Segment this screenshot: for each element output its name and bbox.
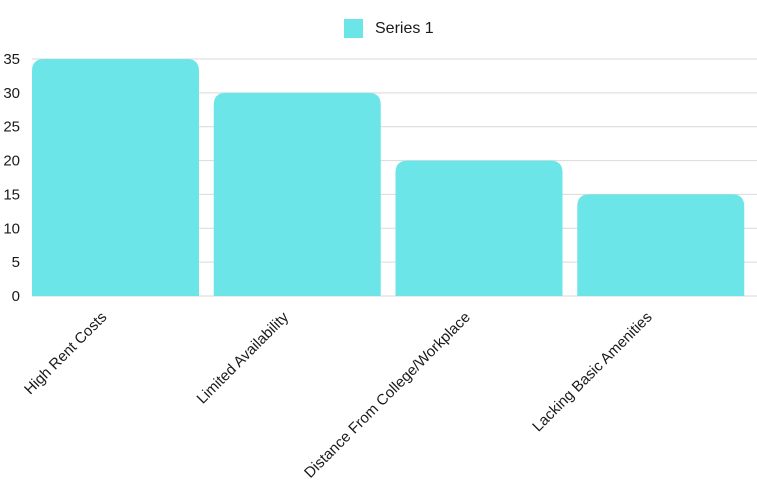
y-tick-label: 15 [3, 186, 20, 203]
bar-3 [577, 194, 745, 296]
x-category-label: Distance From College/Workplace [301, 309, 474, 482]
bar-1 [213, 92, 381, 296]
y-tick-label: 5 [12, 254, 20, 271]
y-tick-label: 30 [3, 85, 20, 102]
y-tick-label: 20 [3, 153, 20, 170]
bar-2 [395, 160, 563, 296]
bars [32, 59, 745, 296]
x-category-label: High Rent Costs [21, 309, 110, 398]
legend-label: Series 1 [375, 19, 434, 37]
y-tick-label: 10 [3, 220, 20, 237]
y-tick-label: 25 [3, 119, 20, 136]
legend-swatch [344, 19, 363, 38]
y-tick-label: 35 [3, 51, 20, 68]
x-axis-labels: High Rent Costs Limited Availability Dista… [21, 308, 656, 481]
y-axis-ticks: 0 5 10 15 20 25 30 35 [3, 51, 20, 305]
legend: Series 1 [344, 19, 434, 38]
x-category-label: Limited Availability [194, 308, 293, 407]
y-tick-label: 0 [12, 288, 20, 305]
x-category-label: Lacking Basic Amenities [529, 309, 655, 435]
bar-0 [32, 59, 199, 296]
